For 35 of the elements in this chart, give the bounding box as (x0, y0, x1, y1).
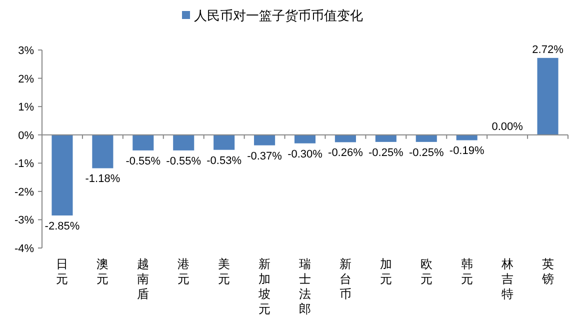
legend-label: 人民币对一篮子货币币值变化 (194, 8, 363, 23)
y-tick-label: 3% (18, 45, 34, 57)
data-label: -0.30% (288, 148, 323, 160)
y-tick-label: 2% (18, 73, 34, 86)
data-label: -0.25% (368, 146, 404, 159)
data-label: 0.00% (492, 120, 524, 133)
x-tick-label: 新台币 (339, 257, 352, 301)
y-tick-label: 0% (18, 130, 34, 142)
data-label: -0.26% (328, 147, 364, 160)
x-tick-label: 加元 (380, 257, 392, 286)
data-label: -0.25% (408, 146, 444, 159)
data-label: -0.37% (247, 150, 282, 162)
x-tick-label: 林吉特 (500, 257, 514, 301)
x-tick-label: 越南盾 (137, 257, 150, 301)
data-label: -0.19% (449, 145, 484, 158)
y-tick-label: 1% (18, 102, 34, 114)
data-label: -0.55% (126, 155, 161, 168)
x-tick-label: 英镑 (540, 257, 554, 286)
y-tick-label: -3% (14, 214, 34, 227)
x-tick-label: 新加坡元 (258, 257, 271, 316)
x-tick-label: 澳元 (96, 257, 109, 286)
x-tick-label: 美元 (218, 257, 230, 286)
data-label: -0.55% (166, 155, 202, 168)
y-tick-label: -2% (14, 186, 34, 198)
data-label: -0.53% (206, 154, 242, 167)
data-label: -1.18% (85, 173, 120, 186)
data-label: 2.72% (532, 44, 564, 56)
x-tick-label: 瑞士法郎 (299, 257, 311, 316)
data-label: -2.85% (44, 220, 80, 232)
x-tick-label: 日元 (56, 257, 68, 286)
x-tick-label: 韩元 (460, 257, 473, 286)
y-tick-label: -4% (14, 243, 34, 255)
x-tick-label: 欧元 (420, 257, 432, 286)
y-tick-label: -1% (14, 158, 34, 170)
x-tick-label: 港元 (178, 257, 190, 286)
